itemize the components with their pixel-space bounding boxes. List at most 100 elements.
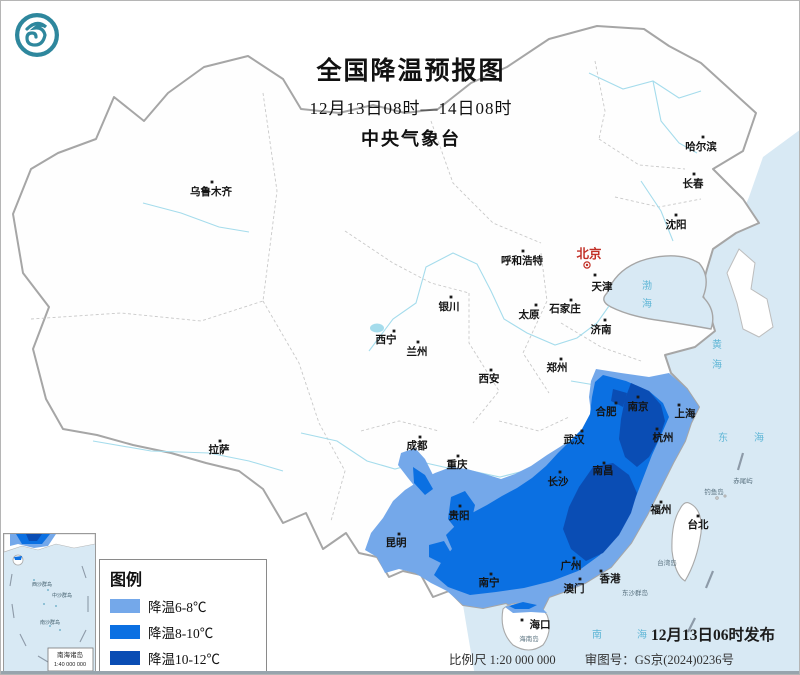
city-marker: 贵阳 xyxy=(449,504,470,522)
city-marker: 天津 xyxy=(592,273,613,293)
city-marker: 南昌 xyxy=(593,461,614,477)
city-marker: 呼和浩特 xyxy=(501,249,543,267)
city-label: 西宁 xyxy=(376,333,397,346)
city-marker: 沈阳 xyxy=(666,213,687,231)
city-marker: 石家庄 xyxy=(548,298,581,315)
cooling-regions xyxy=(365,369,699,623)
map-scale: 比例尺 1:20 000 000 xyxy=(449,653,556,667)
city-label: 福州 xyxy=(650,503,672,516)
city-marker: 南宁 xyxy=(479,572,500,589)
city-dot-icon xyxy=(520,618,524,622)
city-label: 香港 xyxy=(599,572,621,585)
city-label: 昆明 xyxy=(386,537,407,549)
city-dot-icon xyxy=(489,368,493,372)
sea-label-char: 海 xyxy=(642,297,652,310)
island-label: 东沙群岛 xyxy=(622,588,648,597)
city-dot-icon xyxy=(397,532,401,536)
city-dot-icon xyxy=(210,180,214,184)
city-marker: 武汉 xyxy=(564,429,585,446)
city-label: 台北 xyxy=(688,518,709,531)
city-label: 南京 xyxy=(628,400,649,413)
legend-label: 降温8-10℃ xyxy=(148,626,214,641)
cooling-region-8-10-guiyang xyxy=(448,491,475,533)
city-dot-icon xyxy=(636,395,640,399)
sea-labels: 渤海黄海东 海南海 xyxy=(592,279,764,641)
legend-label: 降温6-8℃ xyxy=(148,600,207,615)
sea-label-char: 渤 xyxy=(642,279,652,292)
city-label: 贵阳 xyxy=(449,509,470,522)
city-marker: 台北 xyxy=(688,514,709,531)
city-dot-icon xyxy=(534,303,538,307)
city-marker: 福州 xyxy=(650,500,672,516)
city-marker: 广州 xyxy=(561,556,582,572)
city-label: 天津 xyxy=(592,280,613,293)
legend-swatch xyxy=(110,651,140,665)
sea-label: 东海 xyxy=(718,431,764,444)
inset-map: 西沙群岛 中沙群岛 南沙群岛 南海诸岛 1:40 000 000 xyxy=(4,534,95,673)
city-dot-icon xyxy=(418,435,422,439)
city-dot-icon xyxy=(521,249,525,253)
city-dot-icon xyxy=(696,514,700,518)
cooling-region-10-12-jiangxi xyxy=(563,463,637,561)
map-timerange: 12月13日08时—14日08时 xyxy=(309,99,513,118)
city-dot-icon xyxy=(659,500,663,504)
city-dot-icon xyxy=(218,439,222,443)
sea-label: 渤海 xyxy=(642,279,652,310)
city-dot-icon xyxy=(558,470,562,474)
logo-ring xyxy=(14,12,60,58)
legend: 图例 降温6-8℃ 降温8-10℃ 降温10-12℃ xyxy=(99,559,267,674)
city-dot-icon xyxy=(614,401,618,405)
city-label: 郑州 xyxy=(547,361,568,374)
city-marker: 澳门 xyxy=(564,577,585,595)
city-label: 合肥 xyxy=(595,405,617,418)
city-marker: 兰州 xyxy=(407,340,428,358)
city-dot-icon xyxy=(559,357,563,361)
city-marker: 昆明 xyxy=(386,532,407,549)
city-dot-icon xyxy=(392,329,396,333)
province-boundaries xyxy=(30,60,702,522)
city-marker: 上海 xyxy=(675,403,696,420)
city-dot-icon xyxy=(458,504,462,508)
city-dot-icon xyxy=(603,318,607,322)
city-label: 海口 xyxy=(530,618,551,631)
city-dot-icon xyxy=(602,461,606,465)
city-label: 上海 xyxy=(675,407,696,420)
city-marker: 长沙 xyxy=(548,470,569,488)
korea-peninsula xyxy=(726,248,774,338)
sea-label-char: 海 xyxy=(754,431,764,444)
legend-swatch xyxy=(110,599,140,613)
city-dot-icon xyxy=(572,556,576,560)
capital-dot-center xyxy=(585,263,589,267)
nine-dash-line xyxy=(687,452,745,633)
city-label: 兰州 xyxy=(407,345,428,358)
legend-item: 降温10-12℃ xyxy=(110,648,256,668)
south-china-sea-inset: 西沙群岛 中沙群岛 南沙群岛 南海诸岛 1:40 000 000 xyxy=(3,533,96,674)
logo-dragon-glyph xyxy=(25,21,48,47)
city-dot-icon xyxy=(580,429,584,433)
city-marker: 西安 xyxy=(479,368,500,385)
city-marker: 南京 xyxy=(628,395,649,413)
city-marker: 重庆 xyxy=(447,454,468,471)
city-label: 西安 xyxy=(479,372,500,385)
city-dot-icon xyxy=(449,295,453,299)
city-label: 银川 xyxy=(439,300,460,313)
city-label: 济南 xyxy=(591,323,612,336)
bottom-edge-strip xyxy=(1,671,799,674)
city-dot-icon xyxy=(489,572,493,576)
cooling-region-8-10-hainan xyxy=(509,602,537,609)
city-label: 沈阳 xyxy=(666,218,687,231)
city-label: 重庆 xyxy=(447,458,468,471)
city-dot-icon xyxy=(655,427,659,431)
island-label: 赤尾屿 xyxy=(733,476,753,485)
inset-label-nansha: 南沙群岛 xyxy=(40,619,60,626)
cooling-region-10-12-hangzhou xyxy=(619,383,665,467)
map-approval: 审图号：GS京(2024)0236号 xyxy=(584,653,735,667)
legend-item: 降温8-10℃ xyxy=(110,622,256,642)
city-marker: 哈尔滨 xyxy=(685,135,717,153)
city-dot-icon xyxy=(599,569,603,573)
city-label: 乌鲁木齐 xyxy=(190,185,232,198)
city-marker: 长春 xyxy=(683,172,704,190)
